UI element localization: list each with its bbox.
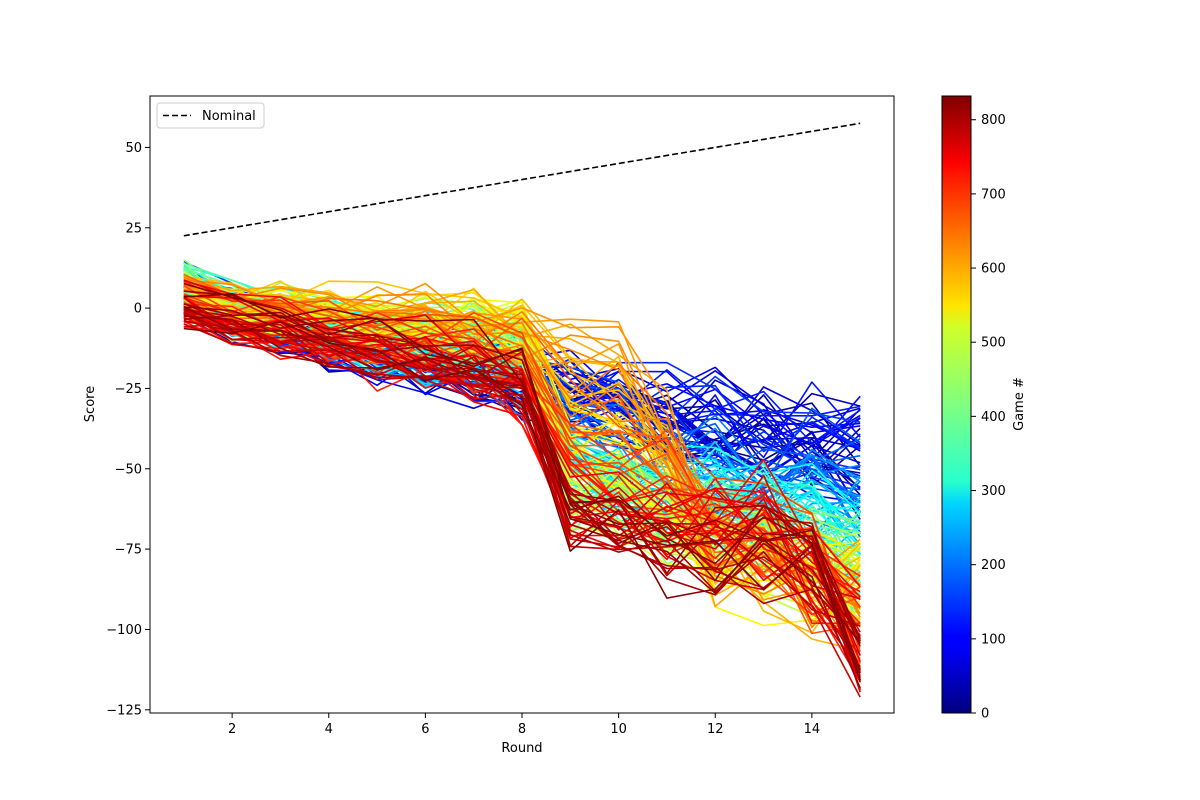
game-series-line bbox=[183, 320, 861, 644]
x-tick-label: 2 bbox=[228, 722, 236, 737]
game-series-line bbox=[183, 311, 861, 637]
colorbar-tick-label: 400 bbox=[981, 410, 1006, 425]
x-tick-label: 14 bbox=[804, 722, 821, 737]
colorbar-gradient bbox=[941, 95, 972, 714]
x-axis: 2 4 6 8 10 12 14 bbox=[228, 713, 820, 737]
x-tick-label: 8 bbox=[518, 722, 526, 737]
y-tick-label: 50 bbox=[125, 141, 142, 156]
y-tick-label: −100 bbox=[106, 623, 142, 638]
game-series-line bbox=[183, 323, 861, 642]
game-series-line bbox=[183, 290, 861, 681]
colorbar-tick-label: 0 bbox=[981, 707, 989, 722]
colorbar-tick-label: 600 bbox=[981, 262, 1006, 277]
game-series-line bbox=[183, 306, 861, 674]
game-series-line bbox=[183, 303, 861, 689]
legend: Nominal bbox=[156, 102, 265, 129]
x-tick-label: 4 bbox=[325, 722, 333, 737]
y-tick-label: −25 bbox=[115, 382, 142, 397]
nominal-line bbox=[183, 122, 861, 237]
y-tick-label: −50 bbox=[115, 462, 142, 477]
y-tick-label: 25 bbox=[125, 221, 142, 236]
x-axis-label: Round bbox=[501, 741, 542, 756]
x-tick-label: 6 bbox=[421, 722, 429, 737]
y-tick-label: −125 bbox=[106, 703, 142, 718]
game-series-line bbox=[183, 305, 861, 601]
x-tick-label: 10 bbox=[610, 722, 627, 737]
colorbar-tick-label: 300 bbox=[981, 484, 1006, 499]
game-series-line bbox=[183, 282, 861, 639]
y-axis-label: Score bbox=[83, 386, 98, 422]
x-tick-label: 12 bbox=[707, 722, 724, 737]
game-series-line bbox=[183, 293, 861, 681]
colorbar-ticks: 0 100 200 300 400 500 600 700 800 bbox=[971, 113, 1006, 722]
game-series-line bbox=[183, 311, 861, 683]
series-layer bbox=[183, 259, 861, 698]
y-axis: −125 −100 −75 −50 −25 0 25 50 bbox=[106, 141, 150, 718]
colorbar-tick-label: 100 bbox=[981, 632, 1006, 647]
game-series-line bbox=[183, 319, 861, 627]
game-series-line bbox=[183, 296, 861, 628]
colorbar-tick-label: 700 bbox=[981, 187, 1006, 202]
game-series-line bbox=[183, 314, 861, 642]
y-tick-label: −75 bbox=[115, 543, 142, 558]
legend-nominal-label: Nominal bbox=[202, 109, 256, 124]
colorbar-tick-label: 200 bbox=[981, 558, 1006, 573]
plot-area bbox=[149, 95, 895, 714]
colorbar-label: Game # bbox=[1012, 377, 1027, 431]
game-series-line bbox=[183, 308, 861, 693]
legend-box bbox=[156, 102, 265, 129]
colorbar: 0 100 200 300 400 500 600 700 800 Game # bbox=[941, 95, 1027, 722]
y-tick-label: 0 bbox=[134, 302, 142, 317]
colorbar-tick-label: 500 bbox=[981, 336, 1006, 351]
colorbar-tick-label: 800 bbox=[981, 113, 1006, 128]
